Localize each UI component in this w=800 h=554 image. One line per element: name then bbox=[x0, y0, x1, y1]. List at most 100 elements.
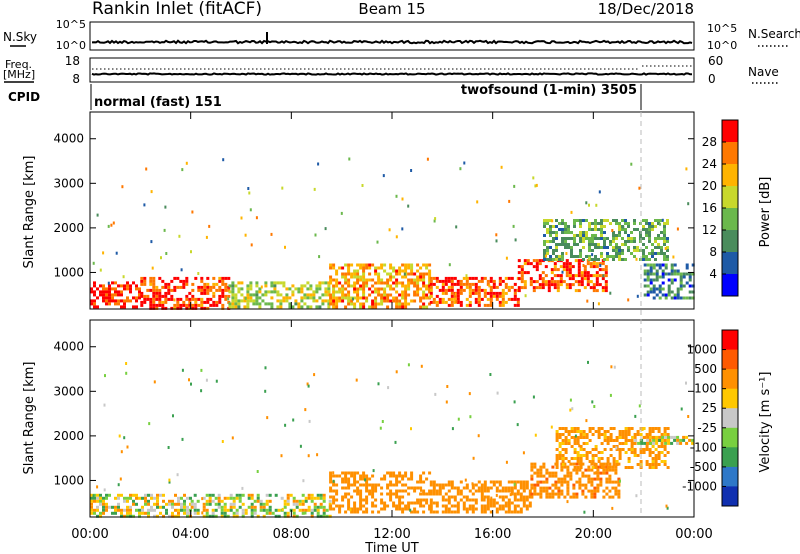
heatmap-cell bbox=[542, 462, 546, 466]
heatmap-cell bbox=[474, 285, 478, 289]
heatmap-cell bbox=[585, 451, 589, 454]
heatmap-cell bbox=[612, 246, 615, 249]
heatmap-cell bbox=[146, 288, 150, 292]
heatmap-cell bbox=[567, 246, 570, 249]
heatmap-cell bbox=[554, 486, 558, 490]
heatmap-cell bbox=[462, 276, 466, 280]
heatmap-cell bbox=[640, 441, 644, 445]
heatmap-cell bbox=[591, 234, 594, 237]
heatmap-cell bbox=[114, 508, 117, 512]
heatmap-cell bbox=[348, 157, 351, 161]
heatmap-cell bbox=[614, 480, 618, 484]
heatmap-cell bbox=[513, 510, 517, 514]
heatmap-cell bbox=[448, 263, 451, 267]
heatmap-cell bbox=[143, 297, 147, 301]
heatmap-cell bbox=[582, 237, 585, 240]
heatmap-cell bbox=[335, 272, 339, 276]
heatmap-cell bbox=[156, 505, 159, 509]
heatmap-cell bbox=[582, 430, 586, 433]
heatmap-cell bbox=[404, 290, 408, 294]
y-tick-label: 3000 bbox=[53, 176, 84, 190]
heatmap-cell bbox=[256, 499, 260, 503]
heatmap-cell bbox=[96, 493, 99, 497]
heatmap-cell bbox=[350, 495, 354, 499]
heatmap-cell bbox=[552, 258, 555, 261]
heatmap-cell bbox=[489, 501, 493, 505]
heatmap-cell bbox=[350, 275, 354, 279]
heatmap-cell bbox=[501, 507, 505, 511]
heatmap-cell bbox=[217, 493, 221, 497]
heatmap-cell bbox=[530, 492, 534, 496]
heatmap-cell bbox=[441, 504, 445, 508]
heatmap-cell bbox=[575, 471, 579, 475]
heatmap-cell bbox=[646, 272, 650, 276]
heatmap-cell bbox=[611, 506, 614, 510]
heatmap-cell bbox=[566, 489, 570, 493]
heatmap-cell bbox=[477, 303, 481, 307]
heatmap-cell bbox=[640, 438, 644, 442]
heatmap-cell bbox=[648, 237, 651, 240]
heatmap-cell bbox=[477, 291, 481, 295]
heatmap-cell bbox=[679, 272, 683, 276]
heatmap-cell bbox=[328, 499, 332, 503]
heatmap-cell bbox=[611, 468, 615, 472]
heatmap-cell bbox=[450, 480, 454, 484]
power-colorbar-swatch bbox=[722, 120, 738, 143]
heatmap-cell bbox=[594, 258, 597, 261]
heatmap-cell bbox=[658, 296, 662, 300]
heatmap-cell bbox=[99, 514, 102, 518]
heatmap-cell bbox=[193, 508, 197, 512]
heatmap-cell bbox=[182, 279, 186, 283]
heatmap-cell bbox=[648, 433, 652, 436]
heatmap-cell bbox=[117, 493, 120, 497]
heatmap-cell bbox=[604, 283, 608, 287]
heatmap-cell bbox=[453, 495, 457, 499]
heatmap-cell bbox=[667, 438, 671, 442]
heatmap-cell bbox=[529, 277, 533, 281]
velocity-colorbar-tick: 1000 bbox=[686, 343, 717, 357]
heatmap-cell bbox=[327, 284, 331, 288]
heatmap-cell bbox=[532, 265, 536, 269]
heatmap-cell bbox=[465, 510, 469, 514]
heatmap-cell bbox=[329, 471, 333, 475]
heatmap-cell bbox=[218, 276, 222, 280]
heatmap-cell bbox=[126, 445, 129, 449]
heatmap-cell bbox=[229, 508, 233, 512]
heatmap-cell bbox=[664, 263, 668, 267]
heatmap-cell bbox=[329, 275, 333, 279]
heatmap-cell bbox=[657, 219, 660, 222]
heatmap-cell bbox=[474, 501, 478, 505]
heatmap-cell bbox=[99, 293, 102, 297]
heatmap-cell bbox=[316, 508, 320, 512]
heatmap-cell bbox=[480, 489, 484, 493]
heatmap-cell bbox=[240, 281, 244, 285]
heatmap-cell bbox=[591, 457, 595, 460]
heatmap-cell bbox=[612, 258, 615, 261]
heatmap-cell bbox=[596, 465, 600, 469]
heatmap-cell bbox=[386, 299, 390, 303]
heatmap-cell bbox=[224, 276, 228, 280]
heatmap-cell bbox=[347, 492, 351, 496]
heatmap-cell bbox=[322, 511, 326, 515]
heatmap-cell bbox=[380, 477, 384, 481]
heatmap-cell bbox=[129, 290, 132, 294]
heatmap-cell bbox=[535, 259, 539, 263]
heatmap-cell bbox=[256, 514, 260, 518]
heatmap-cell bbox=[419, 272, 423, 276]
heatmap-cell bbox=[682, 438, 686, 442]
heatmap-cell bbox=[413, 507, 417, 511]
heatmap-cell bbox=[477, 288, 481, 292]
heatmap-cell bbox=[630, 451, 634, 454]
heatmap-cell bbox=[114, 496, 117, 500]
heatmap-cell bbox=[429, 489, 433, 493]
heatmap-cell bbox=[374, 269, 378, 273]
heatmap-cell bbox=[277, 508, 281, 512]
heatmap-cell bbox=[173, 306, 177, 310]
heatmap-cell bbox=[243, 299, 247, 303]
heatmap-cell bbox=[362, 483, 366, 487]
heatmap-cell bbox=[658, 284, 662, 288]
heatmap-cell bbox=[205, 508, 209, 512]
heatmap-cell bbox=[377, 278, 381, 282]
heatmap-cell bbox=[268, 505, 272, 509]
heatmap-cell bbox=[350, 483, 354, 487]
